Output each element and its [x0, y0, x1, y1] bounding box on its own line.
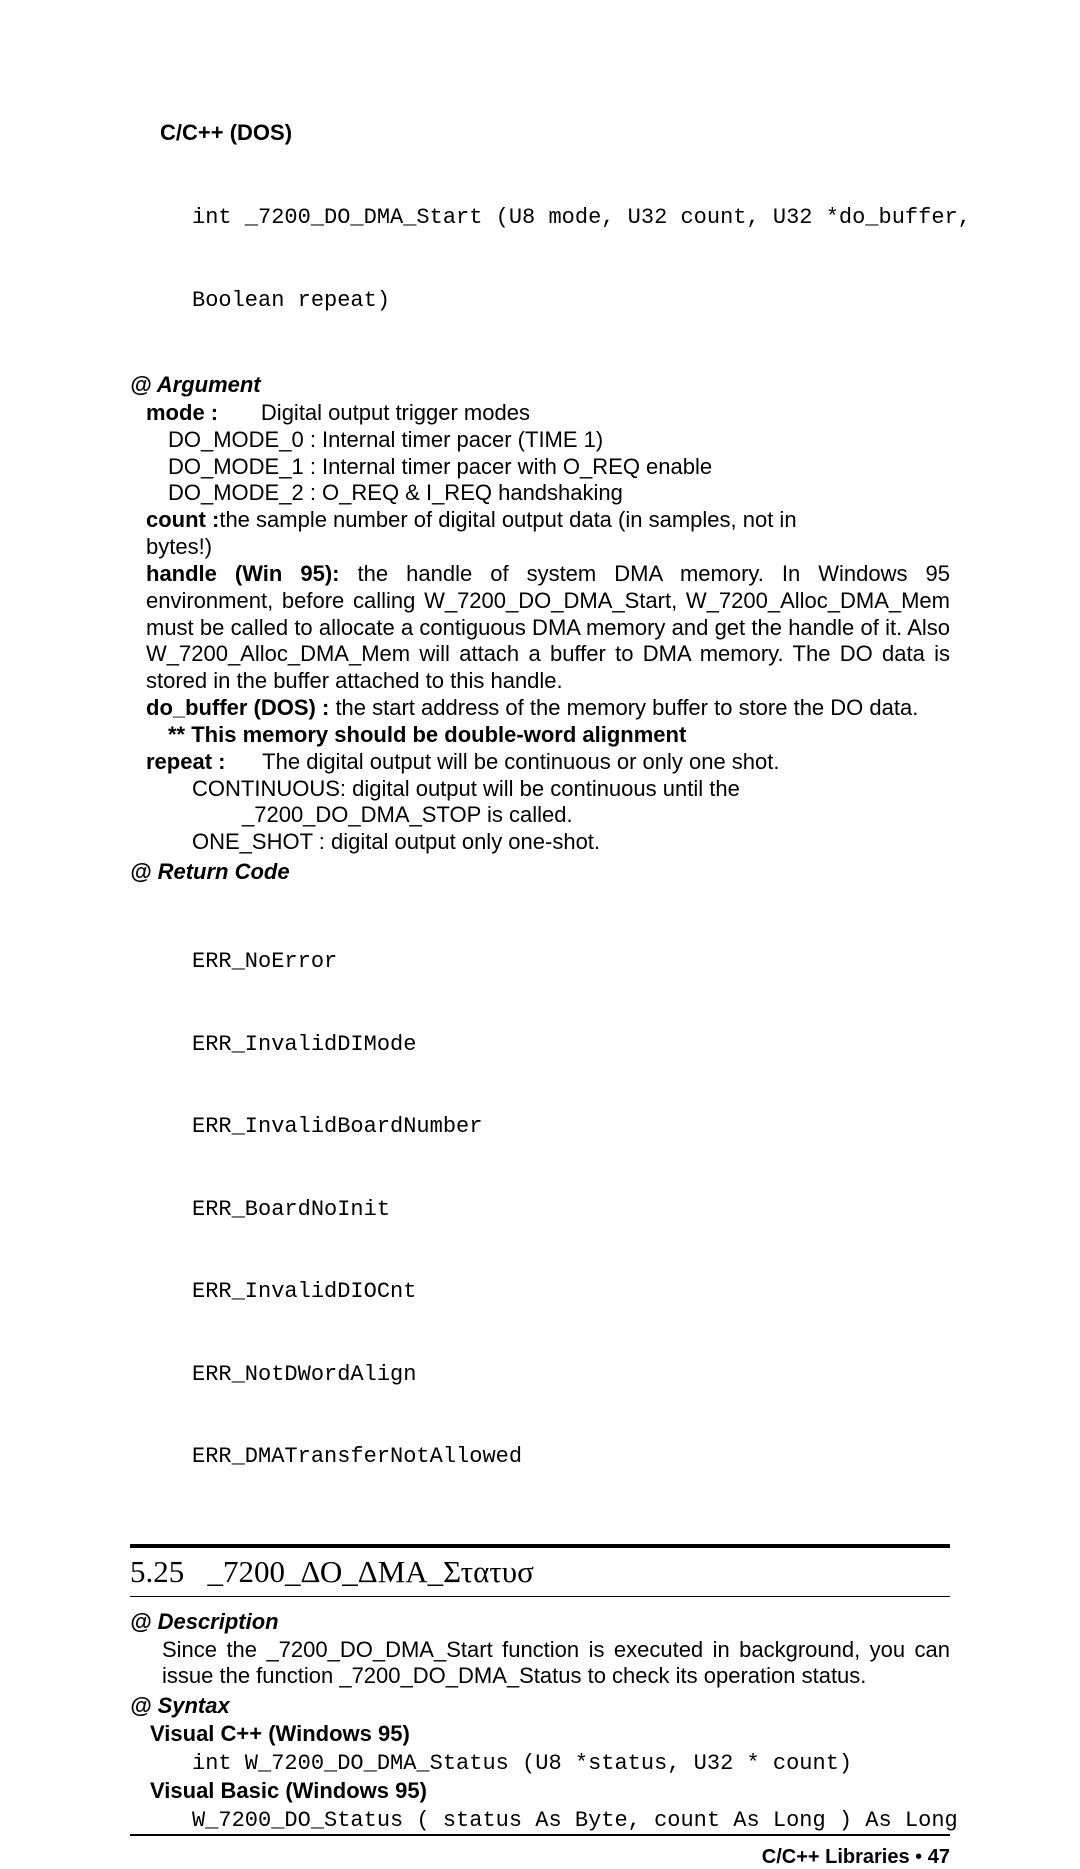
footer-dot: • [915, 1846, 922, 1868]
lang-heading-dos: C/C++ (DOS) [160, 120, 950, 146]
err-code: ERR_NoError [192, 948, 950, 976]
repeat-line: repeat : The digital output will be cont… [146, 749, 950, 776]
repeat-desc: The digital output will be continuous or… [262, 749, 779, 774]
count-line1: count :the sample number of digital outp… [146, 507, 950, 534]
footer-pagenum: 47 [928, 1846, 950, 1868]
func-name: _7200_ΔΟ_ΔΜΑ_Στατυσ [208, 1554, 534, 1589]
alignment-note: ** This memory should be double-word ali… [168, 722, 950, 749]
description-text: Since the _7200_DO_DMA_Start function is… [162, 1637, 950, 1691]
mode1: DO_MODE_1 : Internal timer pacer with O_… [168, 454, 950, 481]
vb-code: W_7200_DO_Status ( status As Byte, count… [192, 1807, 950, 1835]
page-footer: C/C++ Libraries • 47 [130, 1834, 950, 1869]
repeat-label: repeat : [146, 749, 225, 774]
argument-heading: @ Argument [130, 372, 950, 398]
returncode-list: ERR_NoError ERR_InvalidDIMode ERR_Invali… [192, 893, 950, 1526]
err-code: ERR_DMATransferNotAllowed [192, 1443, 950, 1471]
returncode-heading: @ Return Code [130, 859, 950, 885]
count-line2: bytes!) [146, 534, 950, 561]
footer-section: C/C++ Libraries [762, 1846, 910, 1868]
description-heading: @ Description [130, 1609, 950, 1635]
handle-label: handle (Win 95): [146, 561, 340, 586]
vcpp-heading: Visual C++ (Windows 95) [150, 1721, 950, 1747]
content: C/C++ (DOS) int _7200_DO_DMA_Start (U8 m… [130, 120, 950, 1834]
err-code: ERR_InvalidBoardNumber [192, 1113, 950, 1141]
err-code: ERR_InvalidDIMode [192, 1031, 950, 1059]
count-desc1: the sample number of digital output data… [219, 507, 796, 532]
mode-desc: Digital output trigger modes [261, 400, 530, 425]
err-code: ERR_BoardNoInit [192, 1196, 950, 1224]
mode-label: mode : [146, 400, 218, 425]
code-line: int _7200_DO_DMA_Start (U8 mode, U32 cou… [192, 204, 950, 232]
dobuf-block: do_buffer (DOS) : the start address of t… [146, 695, 950, 722]
err-code: ERR_NotDWordAlign [192, 1361, 950, 1389]
argument-body: mode : Digital output trigger modes [146, 400, 950, 427]
handle-block: handle (Win 95): the handle of system DM… [146, 561, 950, 695]
function-title: 5.25 _7200_ΔΟ_ΔΜΑ_Στατυσ [130, 1554, 950, 1590]
vb-heading: Visual Basic (Windows 95) [150, 1778, 950, 1804]
section-rule-top [130, 1544, 950, 1548]
oneshot-line: ONE_SHOT : digital output only one-shot. [192, 829, 950, 856]
code-dos: int _7200_DO_DMA_Start (U8 mode, U32 cou… [192, 149, 950, 369]
continuous-line1: CONTINUOUS: digital output will be conti… [192, 776, 950, 803]
page: C/C++ (DOS) int _7200_DO_DMA_Start (U8 m… [0, 0, 1080, 1535]
dobuf-label: do_buffer (DOS) : [146, 695, 329, 720]
dobuf-desc: the start address of the memory buffer t… [329, 695, 918, 720]
code-line: Boolean repeat) [192, 287, 950, 315]
err-code: ERR_InvalidDIOCnt [192, 1278, 950, 1306]
mode0: DO_MODE_0 : Internal timer pacer (TIME 1… [168, 427, 950, 454]
count-label: count : [146, 507, 219, 532]
section-rule-bottom [130, 1596, 950, 1597]
vcpp-code: int W_7200_DO_DMA_Status (U8 *status, U3… [192, 1750, 950, 1778]
syntax-heading: @ Syntax [130, 1693, 950, 1719]
continuous-line2: _7200_DO_DMA_STOP is called. [242, 802, 950, 829]
mode2: DO_MODE_2 : O_REQ & I_REQ handshaking [168, 480, 950, 507]
func-number: 5.25 [130, 1554, 184, 1589]
